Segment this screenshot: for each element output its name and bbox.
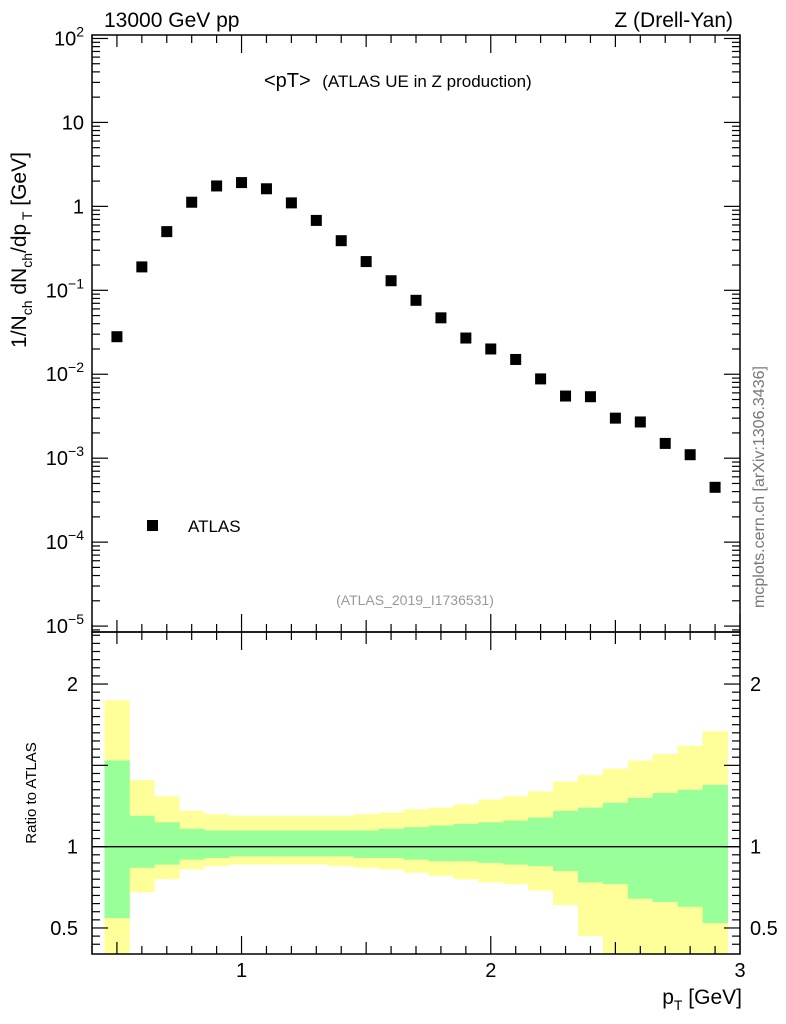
data-point [161,226,173,238]
data-point [584,391,596,403]
ratio-band-bin [328,830,355,857]
ratio-y-tick-label-left: 1 [67,837,78,859]
data-point [211,180,223,192]
main-y-tick-label: 10 [62,112,84,134]
main-y-tick-label: 10−2 [46,359,84,386]
ratio-band-bin [702,784,728,924]
ratio-y-tick-label-left: 0.5 [50,918,78,940]
legend-marker [147,520,158,531]
main-y-tick-label: 10−4 [46,527,84,554]
ratio-band-bin [254,830,280,857]
main-y-tick-label: 10−5 [46,611,84,638]
ratio-y-tick-label-right: 2 [750,674,761,696]
energy-label: 13000 GeV pp [104,9,239,32]
x-tick-labels: 1 2 3 [236,960,746,982]
plot-title: <pT> (ATLAS UE in Z production) [264,70,532,92]
data-point [435,312,447,324]
ratio-band-bin [104,760,130,919]
ratio-band-bin [303,830,330,857]
data-point [236,177,248,189]
data-point [560,390,572,402]
ratio-band-bin [278,830,305,857]
ratio-band-bin [677,789,704,907]
data-point [634,416,646,428]
main-y-tick-label: 1 [73,196,84,218]
ratio-band-bin [652,793,679,902]
main-y-tick-label: 102 [54,23,84,50]
ratio-axis-ticks [91,632,741,954]
analysis-id-label: (ATLAS_2019_I1736531) [336,592,494,608]
ratio-bands [104,700,728,954]
ratio-band-bin [428,825,454,862]
ratio-band-bin [154,822,180,865]
ratio-y-tick-label-left: 2 [67,674,78,696]
main-y-axis-title: 1/Nch dNch/dp T [GeV] [8,152,35,348]
data-point [310,214,322,226]
ratio-band-bin [179,828,205,860]
ratio-band-bin [478,822,504,863]
main-y-tick-labels: 102 10 1 10−1 10−2 10−3 10−4 10−5 [46,23,84,638]
data-point [485,343,497,355]
ratio-band-bin [528,817,554,867]
data-point [510,353,522,365]
atlas-data-points [111,177,721,493]
data-point [360,256,372,268]
data-point [285,197,297,209]
data-point [535,373,547,385]
data-point [460,332,472,344]
ratio-band-bin [129,815,155,868]
ratio-band-bin [353,830,380,859]
main-y-tick-label: 10−3 [46,443,84,470]
ratio-band-bin [453,823,479,862]
ratio-band-bin [378,828,404,859]
data-point [684,449,696,461]
x-tick-label: 2 [485,960,496,982]
ratio-band-bin [229,830,255,857]
data-point [709,481,721,493]
plot-title-main: <pT> [264,70,311,92]
ratio-band-bin [553,810,579,872]
data-point [111,331,123,343]
process-label: Z (Drell-Yan) [614,9,733,32]
ratio-band-bin [578,807,604,883]
x-tick-label: 1 [236,960,247,982]
data-point [186,196,198,208]
ratio-y-tick-label-right: 1 [750,837,761,859]
data-point [659,437,671,449]
plot-title-subtitle: (ATLAS UE in Z production) [322,72,531,91]
x-axis-title: pT [GeV] [662,986,742,1013]
main-plot-frame [91,34,741,633]
ratio-band-bin [627,797,654,899]
data-point [385,275,397,287]
ratio-y-axis-title: Ratio to ATLAS [23,742,40,843]
ratio-y-tick-label-right: 0.5 [750,918,778,940]
ratio-band-bin [602,802,629,885]
ratio-y-tick-labels: 2 2 1 1 0.5 0.5 [50,674,778,940]
source-watermark: mcplots.cern.ch [arXiv:1306.3436] [751,366,768,608]
data-point [410,294,422,306]
data-point [335,235,347,247]
ratio-band-bin [204,830,230,859]
data-point [260,183,272,195]
main-axis-ticks [91,35,741,632]
data-point [609,412,621,424]
x-tick-label: 3 [734,960,745,982]
ratio-band-bin [403,827,429,860]
ratio-band-bin [503,820,529,865]
main-y-tick-label: 10−1 [46,275,84,302]
data-point [136,261,148,273]
legend-label: ATLAS [188,517,241,536]
